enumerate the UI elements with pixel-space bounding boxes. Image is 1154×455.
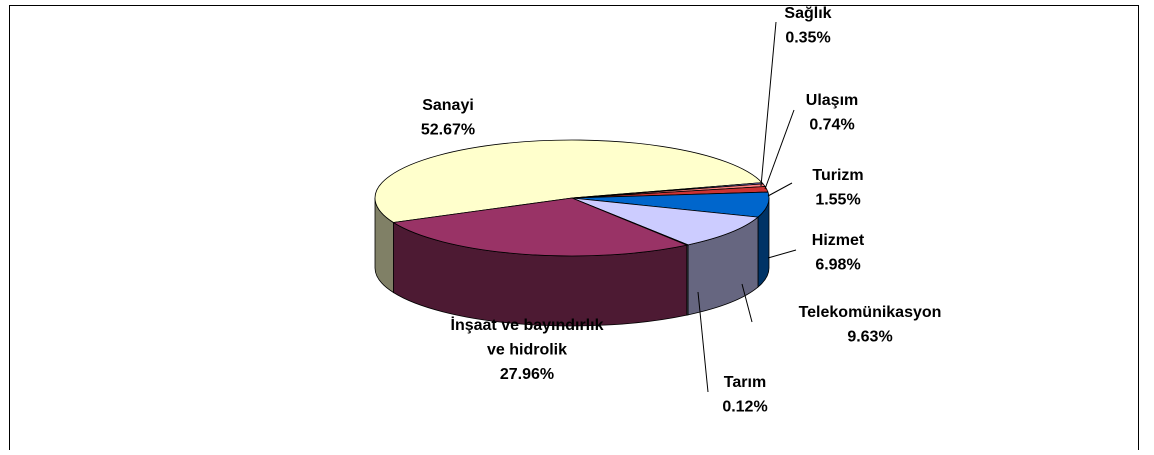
slice-label: Turizm bbox=[812, 167, 863, 184]
value-label: 9.63% bbox=[847, 329, 892, 346]
leader-line bbox=[760, 21, 777, 187]
leader-line bbox=[764, 109, 795, 190]
slice-label: Tarım bbox=[724, 374, 766, 391]
value-label: 0.12% bbox=[722, 399, 767, 416]
slice bbox=[374, 139, 763, 223]
slice bbox=[392, 197, 689, 257]
value-label: 1.55% bbox=[815, 192, 860, 209]
leader-line bbox=[767, 249, 797, 259]
value-label: 0.35% bbox=[785, 30, 830, 47]
value-label: 27.96% bbox=[500, 366, 554, 383]
leader-line bbox=[741, 283, 753, 323]
slice-label: Sağlık bbox=[784, 5, 831, 22]
value-label: 6.98% bbox=[815, 257, 860, 274]
slice bbox=[571, 197, 759, 246]
slice-label: Ulaşım bbox=[806, 92, 858, 109]
slice-label: Telekomünikasyon bbox=[799, 304, 942, 321]
value-label: 52.67% bbox=[421, 122, 475, 139]
value-label: 0.74% bbox=[809, 117, 854, 134]
slice-label: Hizmet bbox=[812, 232, 865, 249]
leader-line bbox=[767, 182, 793, 197]
slice-label: İnşaat ve bayındırlık ve hidrolik bbox=[451, 316, 604, 359]
leader-line bbox=[697, 291, 709, 393]
slice-label: Sanayi bbox=[422, 97, 474, 114]
